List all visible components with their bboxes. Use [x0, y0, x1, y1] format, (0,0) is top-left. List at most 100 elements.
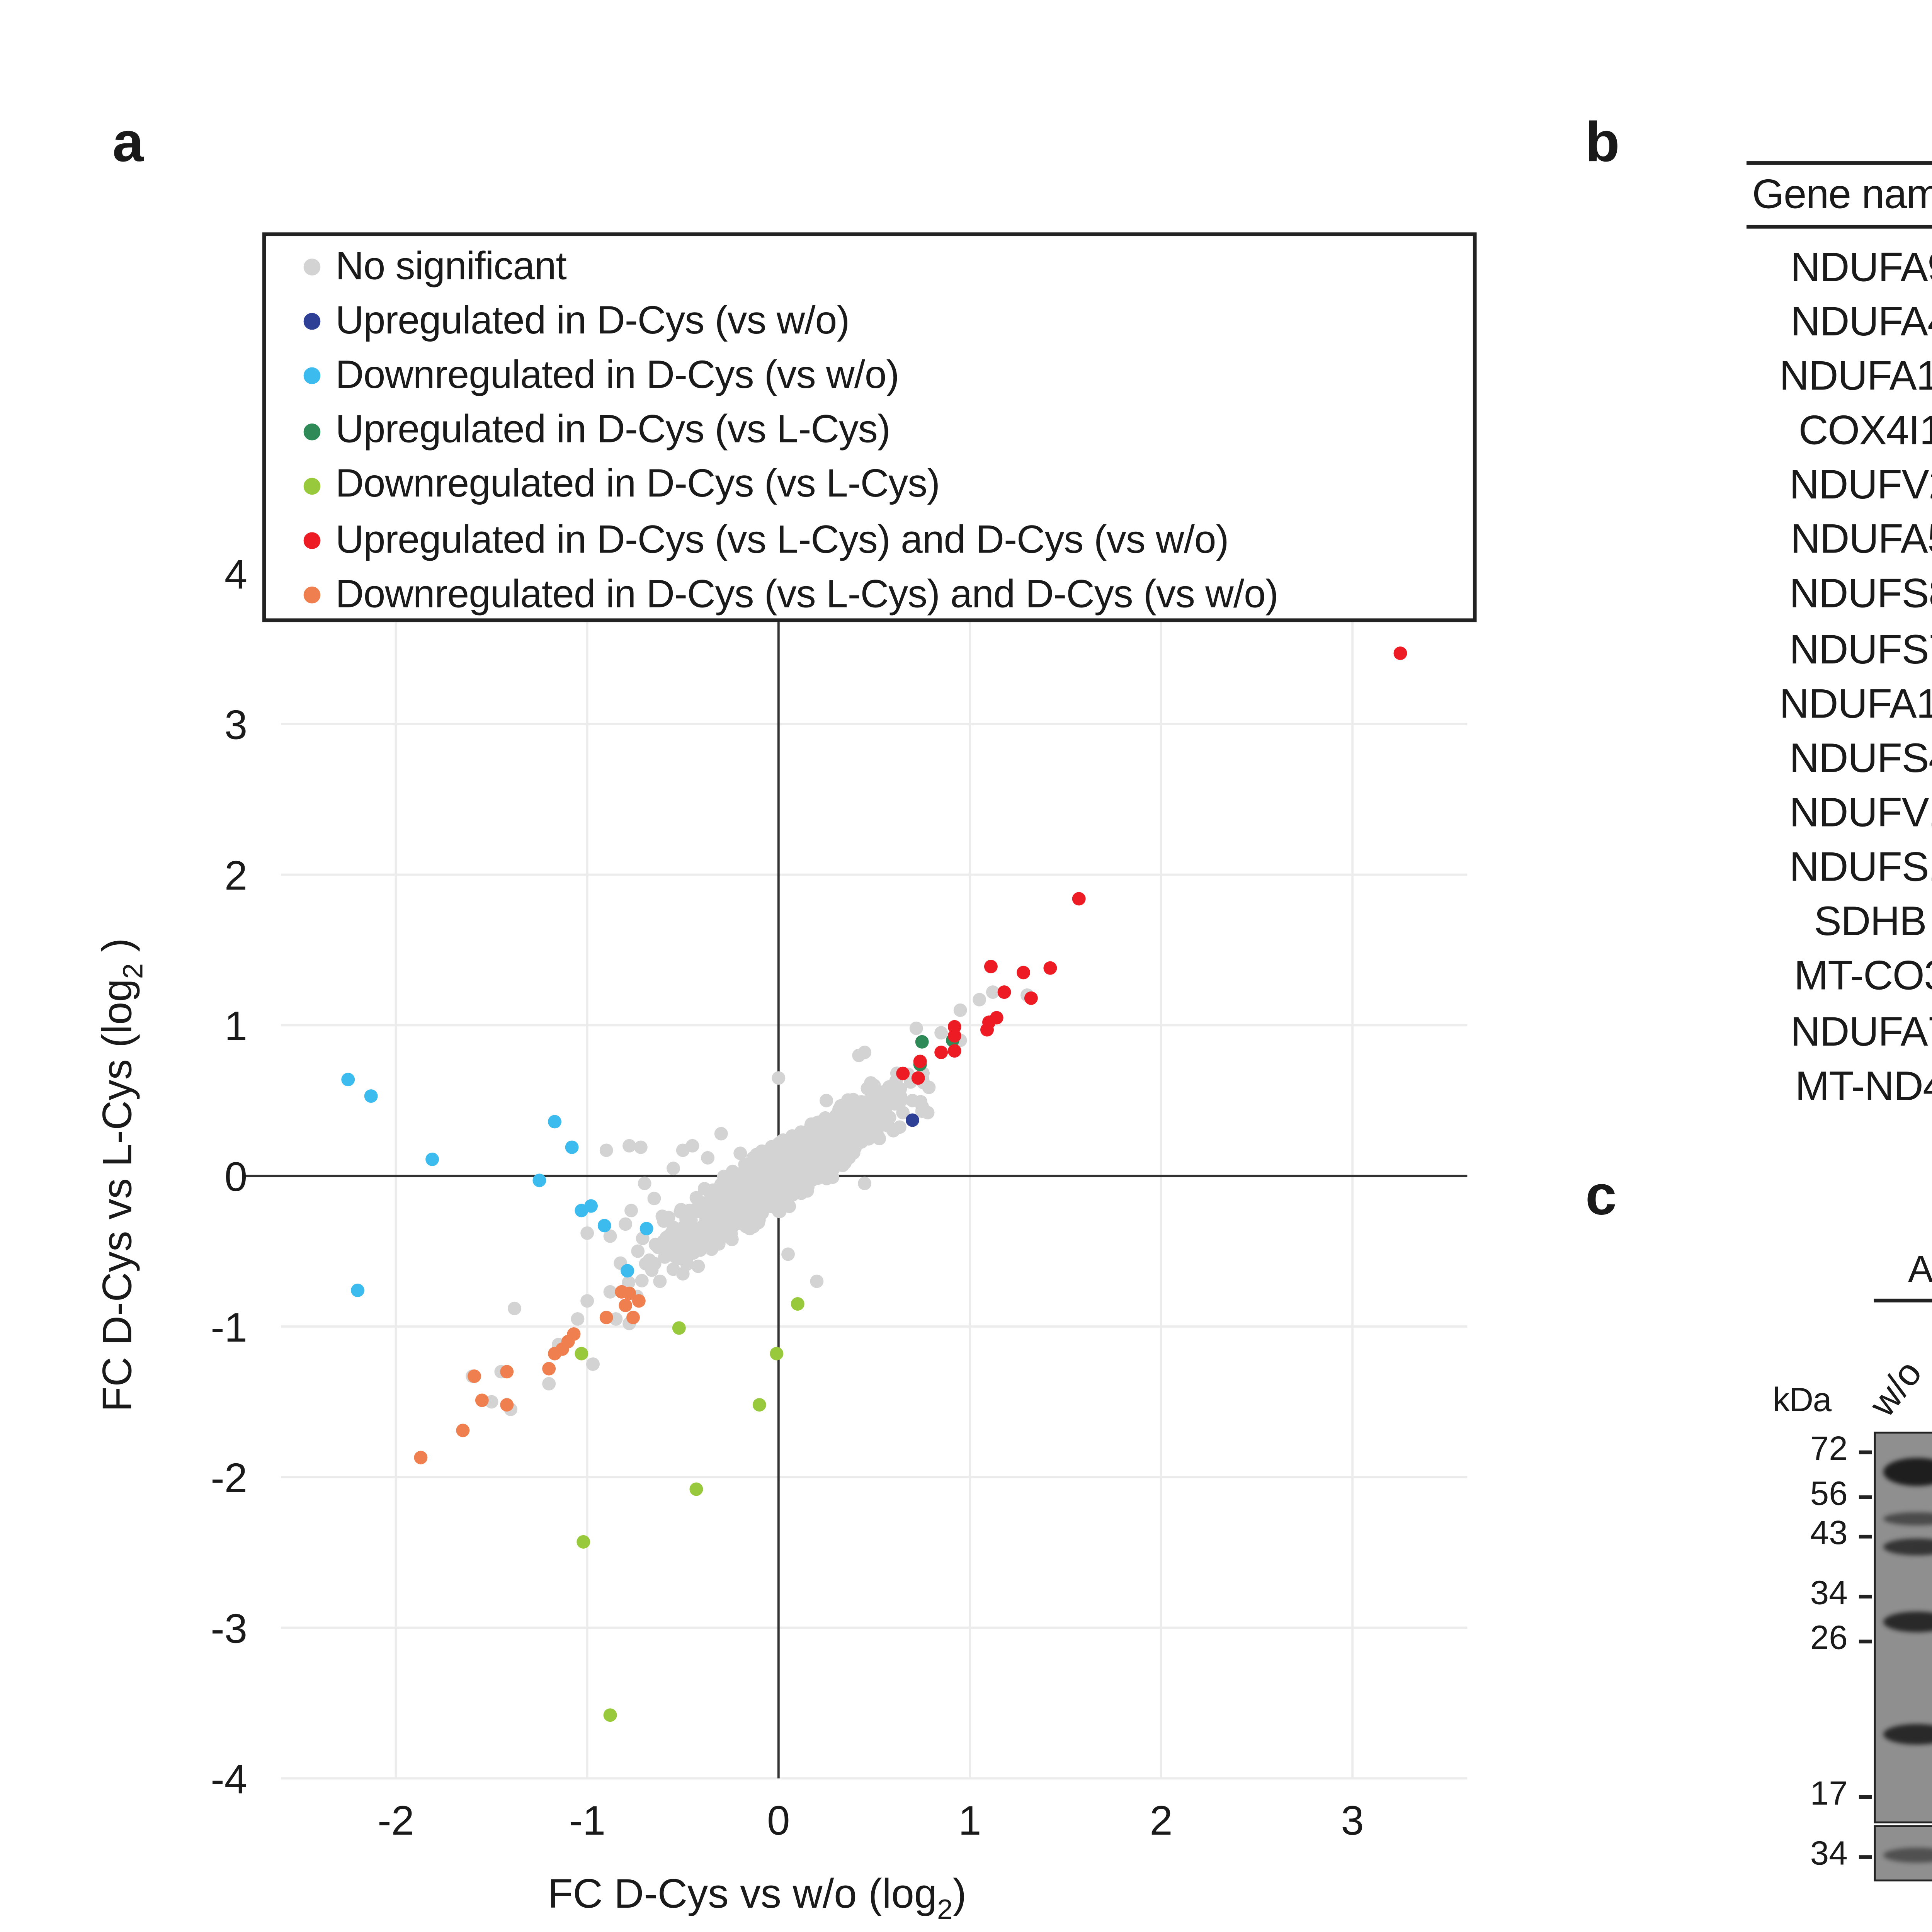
- point-no-significant: [889, 1088, 903, 1102]
- point-no-significant: [645, 1263, 659, 1277]
- point-no-significant: [508, 1301, 521, 1315]
- point-no-significant: [676, 1143, 690, 1157]
- legend-label: No significant: [335, 245, 567, 288]
- table-row: SDHB-1.214092159< 0.01: [1747, 895, 1932, 950]
- x-axis-label-main: FC D-Cys vs w/o (log: [548, 1870, 937, 1917]
- point-no-significant: [676, 1267, 690, 1281]
- blot-membrane-vdac1: [1874, 1825, 1932, 1882]
- point-no-significant: [733, 1199, 747, 1213]
- point-downregulated-in-d-cys-vs-l-cys: [791, 1297, 804, 1311]
- band-ciii-uqcrc2: [1883, 1513, 1932, 1526]
- point-no-significant: [679, 1253, 693, 1267]
- table-row: NDUFS8-0.827281657< 0.01: [1747, 568, 1932, 622]
- point-no-significant: [603, 1229, 617, 1243]
- point-downregulated-in-d-cys-vs-l-cys: [752, 1398, 766, 1412]
- x-axis-label: FC D-Cys vs w/o (log2): [548, 1870, 966, 1925]
- panel-label-c: c: [1585, 1165, 1617, 1228]
- point-downregulated-in-d-cys-vs-w-o: [565, 1140, 579, 1154]
- point-no-significant: [973, 993, 986, 1007]
- band-cii-sdhb: [1883, 1611, 1932, 1632]
- gene-name-cell: NDUFS4: [1789, 734, 1932, 781]
- point-downregulated-in-d-cys-vs-l-cys-and-d-cys-vs-w-o: [500, 1398, 514, 1412]
- band-ci-ndufb8: [1883, 1725, 1932, 1746]
- panel-label-a: a: [112, 112, 144, 175]
- point-no-significant: [867, 1096, 881, 1110]
- point-no-significant: [603, 1285, 617, 1299]
- legend-dot-icon: [303, 423, 321, 440]
- legend-item: No significant: [303, 240, 1473, 295]
- legend: No significant Upregulated in D-Cys (vs …: [262, 232, 1477, 622]
- point-no-significant: [858, 1177, 872, 1190]
- point-no-significant: [662, 1236, 675, 1250]
- legend-label: Upregulated in D-Cys (vs L-Cys): [335, 408, 891, 452]
- point-no-significant: [680, 1226, 694, 1240]
- panel-label-b: b: [1585, 112, 1620, 175]
- table-body: NDUFA9-0.590555483< 0.05NDUFA4-0.5939242…: [1747, 229, 1932, 1114]
- y-tick-label: -2: [211, 1455, 247, 1501]
- point-upregulated-in-d-cys-vs-l-cys-and-d-cys-vs-w-o: [913, 1054, 927, 1068]
- point-no-significant: [810, 1274, 824, 1288]
- legend-label: Upregulated in D-Cys (vs L-Cys) and D-Cy…: [335, 518, 1229, 561]
- point-no-significant: [886, 1124, 900, 1138]
- point-no-significant: [647, 1192, 661, 1206]
- x-tick-label: 2: [1150, 1797, 1172, 1844]
- point-no-significant: [772, 1071, 786, 1085]
- point-downregulated-in-d-cys-vs-l-cys-and-d-cys-vs-w-o: [626, 1311, 640, 1325]
- point-upregulated-in-d-cys-vs-l-cys-and-d-cys-vs-w-o: [1393, 646, 1407, 660]
- mw-marker-label: 26: [1810, 1619, 1848, 1657]
- mw-tick: [1859, 1795, 1872, 1798]
- mw-tick: [1859, 1855, 1872, 1858]
- y-tick-label: 1: [224, 1003, 247, 1049]
- mw-tick: [1859, 1495, 1872, 1498]
- y-axis-label-sub: 2: [117, 963, 149, 979]
- mw-marker-label: 72: [1810, 1430, 1848, 1468]
- point-no-significant: [542, 1377, 556, 1391]
- point-no-significant: [832, 1119, 846, 1133]
- gene-name-cell: NDUFA4: [1790, 297, 1932, 344]
- table-row: NDUFS7-0.835512361< 0.01: [1747, 622, 1932, 677]
- point-no-significant: [586, 1357, 600, 1371]
- point-no-significant: [841, 1096, 855, 1110]
- point-no-significant: [689, 1191, 703, 1205]
- point-no-significant: [619, 1217, 633, 1231]
- point-no-significant: [599, 1143, 613, 1157]
- gene-name-cell: NDUFA7: [1790, 1007, 1932, 1054]
- legend-dot-icon: [303, 587, 321, 604]
- table-row: NDUFS4-0.930886099< 0.01: [1747, 731, 1932, 786]
- table-row: MT-CO3-1.53832144< 0.01: [1747, 950, 1932, 1004]
- point-upregulated-in-d-cys-vs-l-cys-and-d-cys-vs-w-o: [984, 959, 998, 973]
- grid: [281, 554, 1468, 1780]
- legend-dot-icon: [303, 477, 321, 495]
- lane-label-wo: w/o: [1862, 1354, 1931, 1425]
- point-no-significant: [896, 1106, 910, 1119]
- point-no-significant: [781, 1247, 795, 1261]
- point-no-significant: [638, 1177, 651, 1190]
- point-no-significant: [683, 1214, 697, 1228]
- gene-name-cell: NDUFV2: [1789, 461, 1932, 508]
- point-upregulated-in-d-cys-vs-l-cys-and-d-cys-vs-w-o: [947, 1029, 961, 1043]
- point-no-significant: [848, 1116, 862, 1130]
- gene-name-cell: NDUFA12: [1779, 352, 1932, 399]
- gene-name-cell: COX4I1: [1798, 406, 1932, 454]
- point-downregulated-in-d-cys-vs-w-o: [621, 1264, 634, 1278]
- point-downregulated-in-d-cys-vs-w-o: [364, 1089, 378, 1103]
- point-downregulated-in-d-cys-vs-l-cys-and-d-cys-vs-w-o: [542, 1362, 556, 1376]
- point-no-significant: [651, 1240, 665, 1254]
- point-no-significant: [829, 1109, 843, 1122]
- point-upregulated-in-d-cys-vs-l-cys-and-d-cys-vs-w-o: [1043, 961, 1057, 975]
- x-axis-label-tail: ): [953, 1870, 967, 1917]
- point-no-significant: [635, 1274, 649, 1287]
- point-upregulated-in-d-cys-vs-l-cys-and-d-cys-vs-w-o: [947, 1044, 961, 1058]
- point-no-significant: [786, 1139, 800, 1153]
- point-no-significant: [743, 1222, 757, 1236]
- point-no-significant: [755, 1200, 769, 1214]
- table-row: NDUFV2-0.745086226< 0.01: [1747, 458, 1932, 513]
- table-row: NDUFS1-1.1327036< 0.01: [1747, 840, 1932, 895]
- blot-membrane-oxphos: [1874, 1432, 1932, 1823]
- band-cv-atp5a: [1883, 1458, 1932, 1487]
- point-downregulated-in-d-cys-vs-l-cys: [770, 1347, 784, 1361]
- point-no-significant: [909, 1021, 923, 1035]
- point-upregulated-in-d-cys-vs-l-cys-and-d-cys-vs-w-o: [1017, 966, 1031, 980]
- legend-label: Upregulated in D-Cys (vs w/o): [335, 299, 850, 343]
